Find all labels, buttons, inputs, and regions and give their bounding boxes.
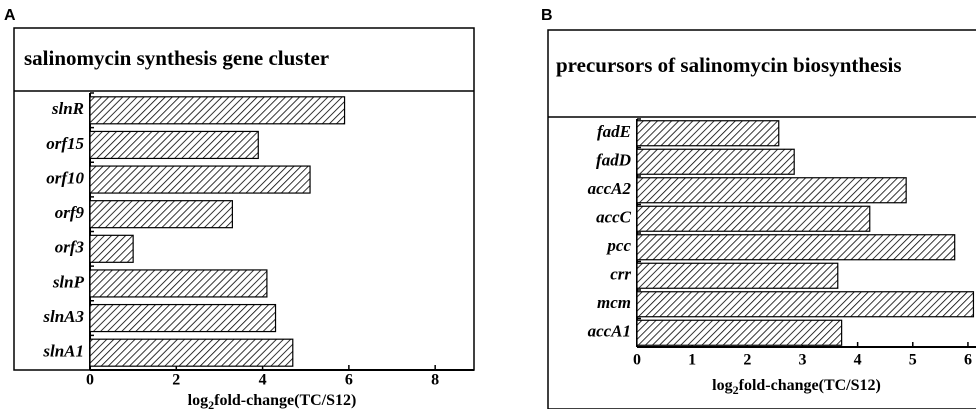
bar [89, 96, 346, 125]
bar [636, 291, 975, 318]
y-tick-label: accA1 [588, 322, 631, 341]
panel-label: B [541, 7, 553, 24]
x-tick-label: 1 [688, 352, 696, 369]
y-tick-label: mcm [597, 293, 631, 312]
x-axis-label-part: log [188, 392, 208, 409]
bar [636, 177, 907, 204]
bar [636, 319, 843, 346]
x-axis-label-part: fold-change(TC/S12) [739, 377, 881, 394]
y-tick-label: fadD [596, 151, 631, 170]
x-tick-label: 8 [431, 372, 439, 389]
y-tick-label: fadE [597, 122, 631, 141]
chart-title: precursors of salinomycin biosynthesis [556, 53, 902, 77]
y-tick-label: accA2 [588, 179, 632, 198]
bar [89, 165, 311, 194]
x-tick-label: 6 [964, 352, 972, 369]
x-axis-label-part: log [712, 377, 732, 394]
x-axis-label: log2fold-change(TC/S12) [188, 392, 357, 409]
x-axis-label-part: fold-change(TC/S12) [214, 392, 356, 409]
x-tick-label: 0 [633, 352, 641, 369]
x-tick-label: 0 [86, 372, 94, 389]
y-tick-label: slnA1 [42, 342, 84, 361]
x-tick-label: 6 [345, 372, 353, 389]
panel-label: A [4, 7, 16, 24]
bar [89, 303, 277, 333]
y-tick-label: slnA3 [42, 307, 84, 326]
x-tick-label: 2 [172, 372, 180, 389]
y-tick-label: slnR [51, 99, 84, 118]
y-tick-label: slnP [52, 272, 85, 291]
x-tick-label: 4 [259, 372, 267, 389]
bar [636, 120, 780, 147]
y-tick-label: orf15 [46, 134, 84, 153]
y-tick-label: accC [596, 208, 632, 227]
chart-title: salinomycin synthesis gene cluster [24, 46, 329, 70]
bar [89, 130, 259, 160]
frame [547, 29, 976, 409]
bar [89, 269, 268, 298]
bar [636, 234, 956, 261]
bar [89, 338, 294, 367]
x-tick-label: 5 [909, 352, 917, 369]
bar [89, 234, 134, 263]
x-tick-label: 3 [798, 352, 806, 369]
x-axis-label: log2fold-change(TC/S12) [712, 377, 881, 397]
bar [89, 200, 233, 229]
y-tick-label: crr [610, 265, 631, 284]
x-tick-label: 2 [743, 352, 751, 369]
y-tick-label: orf10 [46, 168, 84, 187]
bar [636, 205, 871, 232]
y-tick-label: orf3 [55, 238, 85, 257]
x-axis-label-part: 2 [208, 398, 214, 409]
bar [636, 262, 839, 289]
bar [636, 148, 795, 175]
y-tick-label: pcc [605, 236, 631, 255]
x-tick-label: 4 [854, 352, 862, 369]
y-tick-label: orf9 [55, 203, 85, 222]
x-axis-label-part: 2 [733, 383, 739, 397]
